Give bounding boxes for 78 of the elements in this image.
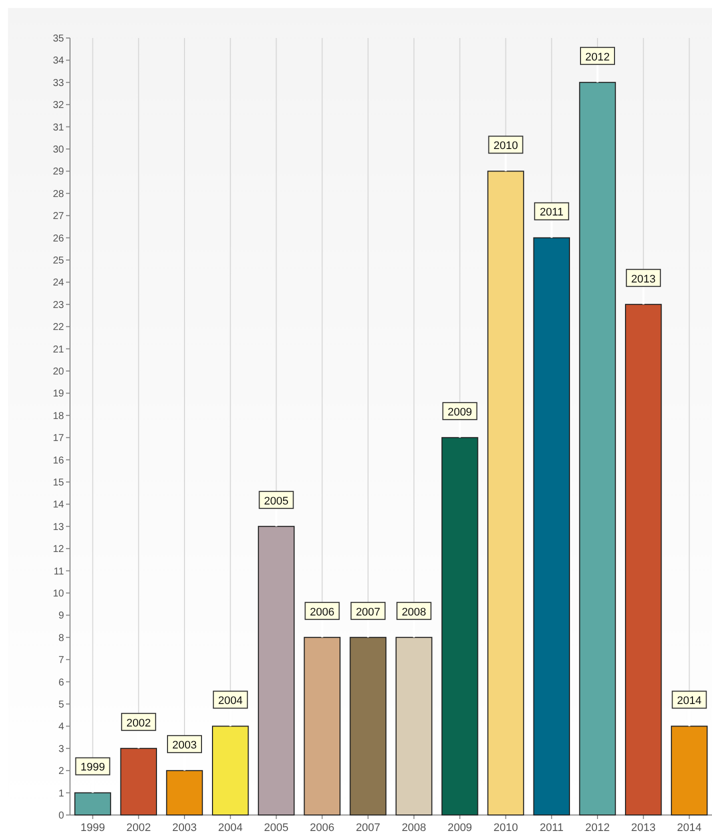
- bar: [120, 748, 157, 816]
- x-tick-label: 2013: [631, 822, 656, 834]
- y-tick-label: 4: [58, 722, 64, 733]
- y-tick-label: 12: [52, 544, 64, 556]
- y-tick-label: 5: [58, 700, 64, 710]
- x-tick-label: 2010: [493, 822, 518, 834]
- annotation: 2004: [218, 695, 243, 708]
- x-tick-label: 2005: [264, 822, 289, 834]
- y-tick-label: 20: [52, 366, 64, 378]
- y-tick-label: 15: [52, 478, 64, 488]
- bar: [533, 237, 570, 816]
- bar: [258, 526, 295, 816]
- bar: [579, 82, 616, 816]
- x-tick-label: 2011: [540, 822, 564, 834]
- y-tick-label: 6: [58, 677, 64, 688]
- y-tick-label: 31: [52, 122, 64, 134]
- x-tick-label: 2012: [585, 822, 610, 834]
- y-tick-label: 10: [52, 588, 64, 600]
- y-tick-label: 22: [52, 322, 64, 334]
- annotation: 2012: [585, 51, 610, 64]
- x-tick-label: 2014: [677, 822, 702, 834]
- y-tick-label: 1: [58, 788, 64, 800]
- y-tick-label: 35: [52, 34, 64, 44]
- bar: [441, 437, 478, 816]
- y-tick-label: 28: [52, 188, 64, 200]
- y-tick-label: 2: [58, 766, 64, 778]
- y-tick-label: 7: [58, 655, 64, 666]
- x-tick-label: 2006: [310, 822, 334, 834]
- y-tick-label: 11: [54, 566, 64, 578]
- y-tick-label: 19: [52, 388, 64, 400]
- x-tick-label: 1999: [80, 822, 105, 834]
- annotation: 2010: [493, 140, 518, 152]
- y-tick-label: 18: [52, 410, 64, 422]
- annotation: 2009: [448, 406, 472, 418]
- bar: [74, 792, 112, 816]
- annotation: 2005: [264, 495, 289, 508]
- y-tick-label: 8: [58, 632, 64, 644]
- x-tick-label: 2003: [172, 822, 197, 834]
- y-tick-label: 24: [52, 278, 64, 289]
- y-tick-label: 14: [52, 500, 64, 511]
- y-tick-label: 3: [58, 744, 64, 755]
- x-tick-label: 2007: [356, 822, 380, 834]
- x-tick-label: 2004: [218, 822, 243, 834]
- x-tick-label: 2009: [448, 822, 472, 834]
- y-tick-label: 0: [58, 810, 64, 822]
- x-tick-label: 2002: [126, 822, 151, 834]
- annotation: 2002: [126, 717, 151, 730]
- y-tick-label: 17: [52, 433, 64, 444]
- y-tick-label: 13: [52, 522, 64, 533]
- annotation: 2013: [631, 273, 656, 286]
- y-tick-label: 25: [52, 256, 64, 266]
- y-tick-label: 30: [52, 144, 64, 156]
- bar: [166, 770, 203, 816]
- bar: [670, 726, 708, 816]
- y-tick-label: 34: [52, 56, 64, 67]
- y-tick-label: 32: [52, 100, 64, 112]
- annotation: 2007: [356, 606, 380, 618]
- y-tick-label: 27: [52, 211, 64, 222]
- y-tick-label: 26: [52, 233, 64, 244]
- y-tick-label: 29: [52, 166, 64, 178]
- y-tick-label: 23: [52, 300, 64, 311]
- y-tick-label: 9: [58, 610, 64, 622]
- bar: [304, 636, 341, 816]
- annotation: 2003: [172, 739, 197, 752]
- y-tick-label: 33: [52, 78, 64, 89]
- annotation: 2008: [402, 606, 426, 618]
- y-tick-label: 21: [52, 344, 64, 356]
- bar: [212, 726, 249, 816]
- bar: [487, 170, 524, 816]
- bar: [350, 636, 386, 816]
- annotation: 2014: [677, 695, 702, 708]
- annotation: 2006: [310, 606, 334, 618]
- x-tick-label: 2008: [402, 822, 426, 834]
- y-tick-label: 16: [52, 455, 64, 466]
- bar: [396, 636, 432, 816]
- bar: [625, 304, 662, 816]
- annotation: 1999: [80, 762, 105, 774]
- annotation: 2011: [540, 206, 564, 219]
